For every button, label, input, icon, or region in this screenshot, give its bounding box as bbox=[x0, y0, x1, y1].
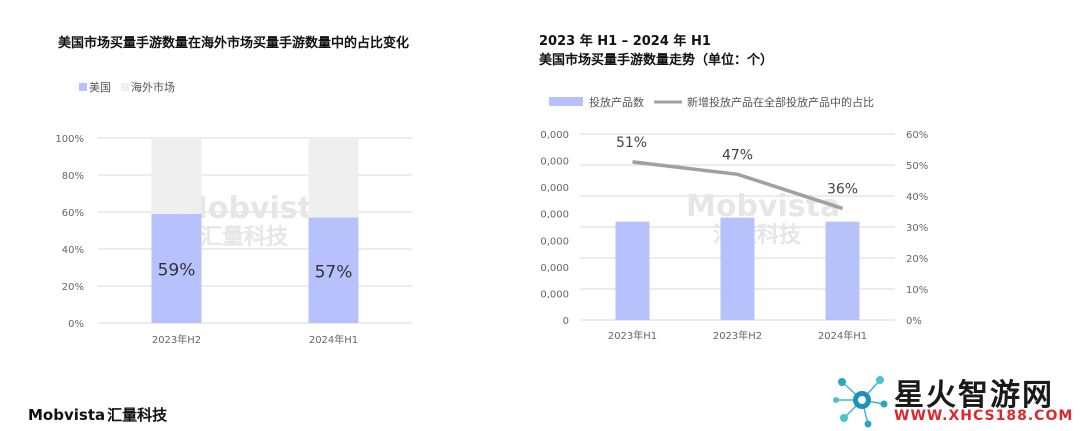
y-tick-label: 0% bbox=[68, 319, 84, 330]
y-right-tick-label: 0% bbox=[906, 316, 922, 327]
bar-us bbox=[308, 217, 359, 323]
y-left-tick-label: 20,000 bbox=[540, 263, 569, 274]
y-tick-label: 40% bbox=[62, 245, 84, 256]
x-tick-label: 2024年H1 bbox=[818, 329, 867, 342]
left-watermark: Mobvista 汇量科技 bbox=[178, 191, 332, 250]
network-globe-icon bbox=[833, 376, 888, 428]
footer-cn: 汇量科技 bbox=[107, 406, 168, 424]
site-name: 星火智游网 bbox=[894, 378, 1054, 413]
left-legend: 美国 海外市场 bbox=[79, 80, 175, 94]
footer-brand: Mobvista bbox=[28, 406, 106, 424]
y-left-tick-label: 50,000 bbox=[540, 183, 569, 194]
watermark-brand: Mobvista bbox=[178, 191, 332, 226]
y-left-tick-label: 60,000 bbox=[540, 157, 569, 168]
legend-label-overseas: 海外市场 bbox=[131, 80, 175, 94]
y-left-tick-label: 70,000 bbox=[540, 130, 569, 141]
y-right-tick-label: 20% bbox=[906, 254, 928, 265]
y-tick-label: 100% bbox=[55, 134, 84, 145]
y-tick-label: 60% bbox=[62, 208, 84, 219]
y-right-tick-label: 40% bbox=[906, 192, 928, 203]
y-left-tick-label: 10,000 bbox=[540, 289, 569, 300]
bar-value-label: 57% bbox=[315, 262, 353, 282]
bar-products bbox=[720, 217, 755, 320]
legend-swatch-overseas bbox=[121, 83, 129, 91]
right-watermark: Mobvista 汇量科技 bbox=[686, 189, 840, 248]
legend-label-line: 新增投放产品在全部投放产品中的占比 bbox=[687, 95, 874, 109]
site-watermark-logo: 星火智游网 WWW.XHCS188.COM bbox=[832, 370, 1077, 428]
bar-overseas bbox=[151, 138, 202, 214]
x-tick-label: 2024年H1 bbox=[309, 333, 358, 346]
watermark-brand-right: Mobvista bbox=[686, 189, 840, 224]
right-x-ticks: 2023年H1 2023年H2 2024年H1 bbox=[608, 329, 867, 342]
right-chart-title-line2: 美国市场买量手游数量走势（单位：个） bbox=[539, 53, 774, 68]
y-left-tick-label: 30,000 bbox=[540, 236, 569, 247]
right-legend: 投放产品数 新增投放产品在全部投放产品中的占比 bbox=[549, 95, 874, 109]
left-bars: 59% 57% bbox=[151, 138, 359, 323]
line-value-label: 36% bbox=[827, 181, 858, 197]
y-right-tick-label: 10% bbox=[906, 285, 928, 296]
right-left-y-ticks: 0 10,000 20,000 30,000 40,000 50,000 60,000 70,… bbox=[540, 130, 569, 327]
x-tick-label: 2023年H2 bbox=[713, 329, 762, 342]
legend-swatch-bars bbox=[549, 97, 583, 106]
right-bars bbox=[615, 217, 860, 320]
legend-label-us: 美国 bbox=[89, 81, 111, 94]
y-right-tick-label: 30% bbox=[906, 223, 928, 234]
legend-label-bars: 投放产品数 bbox=[589, 95, 644, 109]
y-left-tick-label: 0 bbox=[563, 316, 569, 327]
line-value-label: 47% bbox=[722, 147, 753, 163]
right-chart-title: 2023 年 H1 – 2024 年 H1 美国市场买量手游数量走势（单位：个） bbox=[539, 32, 773, 70]
right-line: 51% 47% 36% bbox=[616, 135, 858, 211]
site-url: WWW.XHCS188.COM bbox=[894, 408, 1074, 424]
legend-swatch-us bbox=[79, 83, 87, 91]
watermark-cn: 汇量科技 bbox=[200, 225, 289, 250]
x-tick-label: 2023年H2 bbox=[152, 333, 201, 346]
y-tick-label: 20% bbox=[62, 282, 84, 293]
y-tick-label: 80% bbox=[62, 171, 84, 182]
y-right-tick-label: 50% bbox=[906, 161, 928, 172]
line-value-label: 51% bbox=[616, 135, 647, 151]
bar-products bbox=[825, 221, 860, 320]
bar-value-label: 59% bbox=[158, 260, 196, 280]
right-chart-title-line1: 2023 年 H1 – 2024 年 H1 bbox=[539, 34, 711, 49]
bar-products bbox=[615, 221, 650, 320]
y-right-tick-label: 60% bbox=[906, 130, 928, 141]
left-y-ticks: 0% 20% 40% 60% 80% 100% bbox=[55, 134, 84, 330]
bar-us bbox=[151, 213, 202, 323]
footer-logo: Mobvista 汇量科技 bbox=[28, 404, 167, 425]
left-chart-title: 美国市场买量手游数量在海外市场买量手游数量中的占比变化 bbox=[58, 36, 410, 51]
x-tick-label: 2023年H1 bbox=[608, 329, 657, 342]
share-line bbox=[632, 160, 844, 211]
bar-overseas bbox=[308, 138, 359, 218]
right-right-y-ticks: 0% 10% 20% 30% 40% 50% 60% bbox=[906, 130, 928, 327]
left-gridlines bbox=[98, 137, 412, 324]
right-combo-chart: 投放产品数 新增投放产品在全部投放产品中的占比 0 10,000 20,000 30,… bbox=[540, 95, 928, 342]
left-stacked-bar-chart: 美国 海外市场 0% 20% 40% 60% 80% 100% Mobvista 汇量科技… bbox=[55, 80, 412, 346]
y-left-tick-label: 40,000 bbox=[540, 210, 569, 221]
left-x-ticks: 2023年H2 2024年H1 bbox=[152, 333, 358, 346]
